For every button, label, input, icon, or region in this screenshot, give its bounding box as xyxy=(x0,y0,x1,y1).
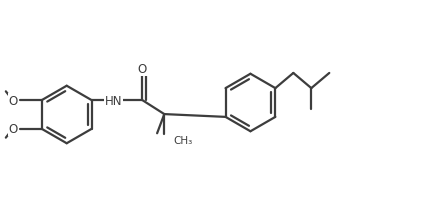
Text: O: O xyxy=(8,94,18,107)
Text: O: O xyxy=(138,62,147,75)
Text: CH₃: CH₃ xyxy=(173,135,193,145)
Text: HN: HN xyxy=(105,94,122,107)
Text: O: O xyxy=(8,123,18,136)
